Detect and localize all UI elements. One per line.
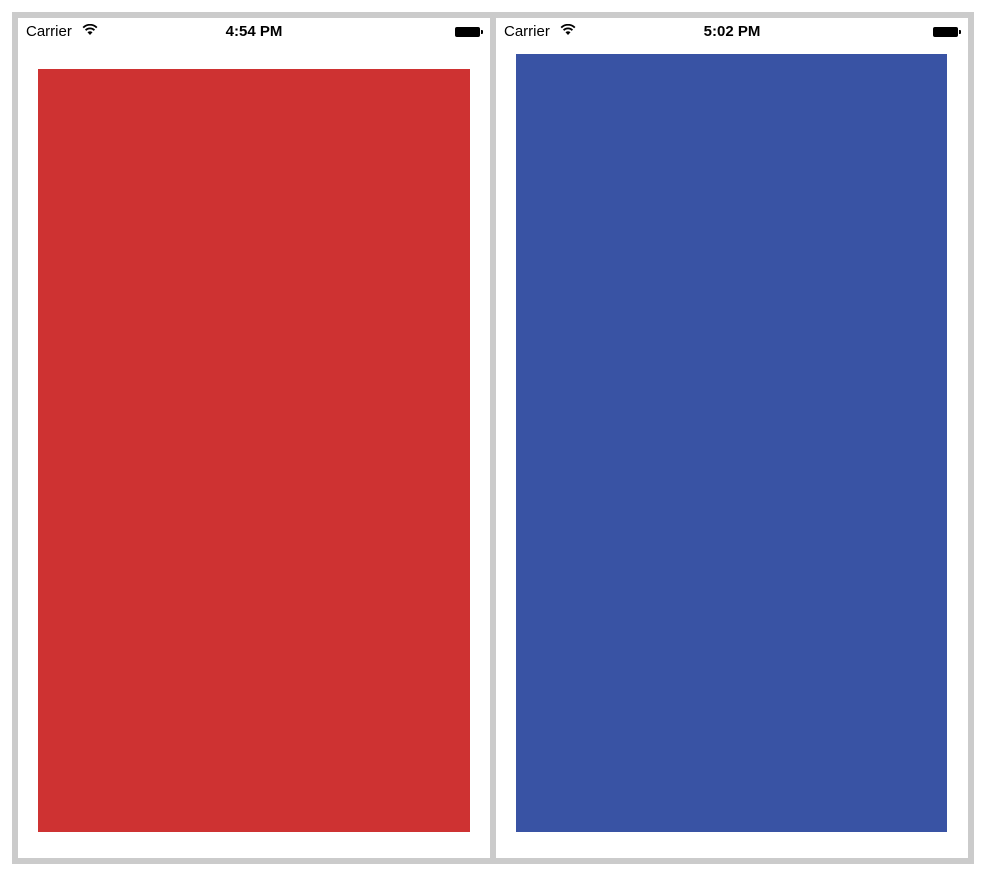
carrier-label: Carrier <box>26 23 72 40</box>
wifi-icon <box>560 24 576 35</box>
status-bar: Carrier 4:54 PM <box>18 18 490 46</box>
battery-icon <box>455 27 483 37</box>
status-time: 5:02 PM <box>703 23 761 40</box>
status-bar: Carrier 5:02 PM <box>496 18 968 46</box>
screen-left: Carrier 4:54 PM <box>18 18 490 858</box>
status-time: 4:54 PM <box>225 23 283 40</box>
carrier-label: Carrier <box>504 23 550 40</box>
blue-view <box>516 54 947 832</box>
battery-icon <box>933 27 961 37</box>
wifi-icon <box>82 24 98 35</box>
screen-right: Carrier 5:02 PM <box>496 18 968 858</box>
red-view <box>38 69 470 832</box>
